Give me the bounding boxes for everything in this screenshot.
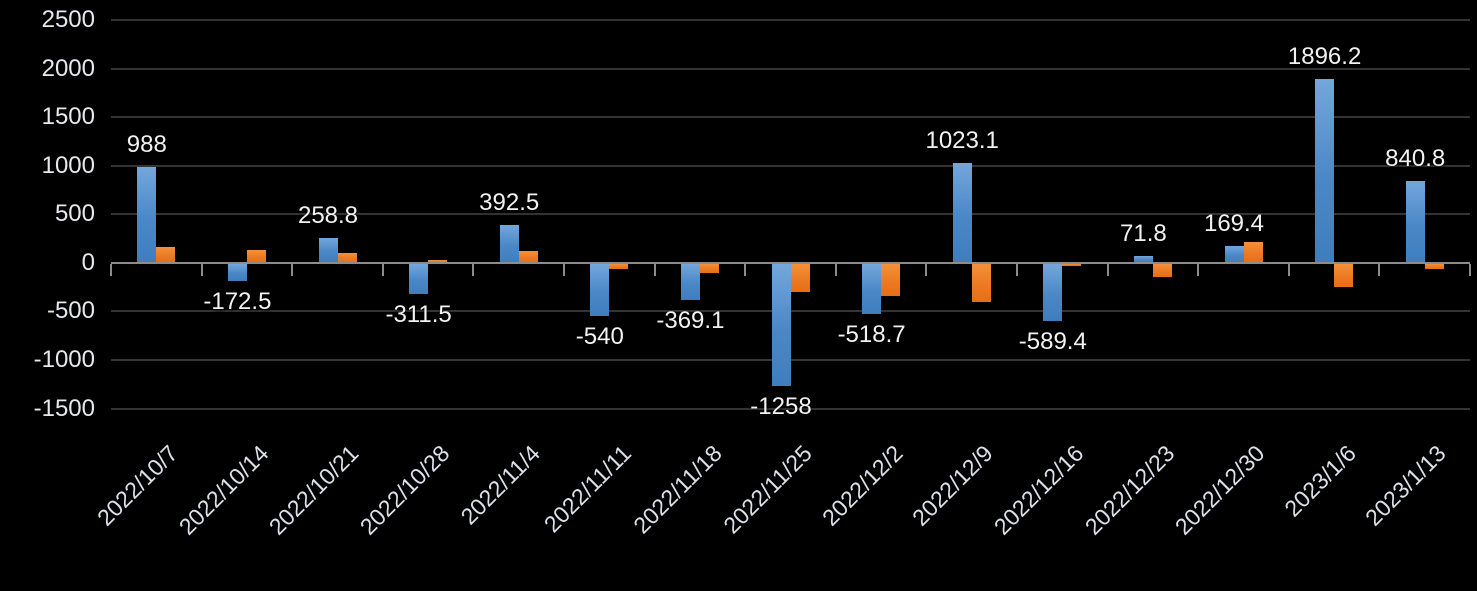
x-axis-label: 2022/11/25	[718, 440, 817, 539]
x-axis-label: 2022/12/23	[1079, 440, 1180, 540]
blue-series-bar	[227, 263, 247, 281]
data-label: -311.5	[385, 301, 452, 329]
x-axis-tick	[1016, 263, 1018, 276]
y-axis-label: -1500	[33, 394, 95, 422]
x-axis-tick	[200, 263, 203, 276]
y-axis-label: 2500	[41, 6, 95, 33]
x-axis-label: 2022/11/11	[538, 440, 636, 538]
gridline	[111, 310, 1470, 313]
x-axis-tick	[653, 263, 656, 276]
x-axis-tick	[1287, 263, 1290, 276]
gridline	[111, 19, 1470, 21]
orange-series-bar	[246, 250, 266, 263]
x-axis-tick	[291, 263, 294, 276]
gridline	[111, 407, 1470, 410]
y-axis-label: 500	[54, 200, 95, 228]
x-axis-label: 2022/10/21	[264, 440, 364, 540]
data-label: 258.8	[297, 201, 359, 229]
x-axis-label: 2023/1/13	[1360, 440, 1452, 531]
data-label: 169.4	[1203, 210, 1265, 238]
x-axis-label: 2022/11/18	[627, 440, 727, 539]
x-axis-tick	[834, 263, 837, 276]
blue-series-bar	[952, 163, 972, 263]
y-axis-label: 2000	[41, 54, 95, 82]
x-axis-label: 2022/10/14	[173, 440, 274, 540]
blue-series-bar	[1405, 181, 1425, 263]
x-axis-label: 2022/10/7	[91, 440, 183, 531]
x-axis-label: 2022/12/9	[907, 440, 999, 531]
x-axis-tick	[1469, 263, 1471, 276]
data-label: 1023.1	[925, 127, 999, 155]
y-axis-label: 1500	[41, 103, 95, 131]
data-label: 71.8	[1120, 219, 1167, 247]
x-axis-tick	[110, 263, 112, 276]
orange-series-bar	[790, 263, 810, 292]
x-axis-label: 2022/11/4	[455, 440, 546, 530]
data-label: 840.8	[1385, 145, 1446, 173]
data-label: 1896.2	[1287, 42, 1362, 70]
orange-series-bar	[156, 247, 176, 263]
data-label: 988	[126, 130, 167, 158]
y-axis-label: 0	[81, 248, 95, 276]
x-axis-label: 2022/12/2	[816, 440, 908, 531]
gridline	[111, 67, 1470, 70]
y-axis-label: 1000	[41, 151, 95, 179]
orange-series-bar	[1062, 263, 1082, 267]
blue-series-bar	[862, 263, 882, 315]
blue-series-bar	[1133, 255, 1153, 263]
y-axis-label: -1000	[33, 345, 95, 373]
orange-series-bar	[971, 263, 991, 302]
orange-series-bar	[699, 263, 719, 273]
gridline	[111, 164, 1470, 167]
gridline	[111, 358, 1470, 361]
x-axis-label: 2023/1/6	[1278, 440, 1361, 522]
blue-series-bar	[318, 237, 338, 263]
orange-series-bar	[1334, 263, 1354, 288]
blue-series-bar	[499, 224, 519, 263]
blue-series-bar	[680, 263, 700, 300]
x-axis-tick	[925, 263, 928, 276]
x-axis-tick	[744, 263, 747, 276]
blue-series-bar	[1315, 78, 1335, 263]
gridline	[111, 213, 1470, 216]
data-label: -518.7	[837, 321, 906, 349]
y-axis-label: -500	[46, 297, 95, 325]
blue-series-bar	[590, 263, 610, 317]
x-axis-tick	[563, 263, 565, 276]
x-axis-tick	[1197, 263, 1200, 276]
orange-series-bar	[881, 263, 901, 296]
x-axis-label: 2022/12/16	[988, 440, 1089, 540]
data-label: -369.1	[656, 306, 725, 334]
gridline	[111, 116, 1470, 119]
orange-series-bar	[337, 253, 357, 263]
x-axis-tick	[1378, 263, 1381, 276]
orange-series-bar	[1152, 263, 1172, 278]
orange-series-bar	[428, 259, 448, 263]
data-label: -172.5	[203, 287, 272, 315]
data-label: -540	[575, 323, 624, 351]
x-axis-line	[111, 261, 1470, 264]
blue-series-bar	[1043, 263, 1063, 322]
orange-series-bar	[609, 263, 629, 269]
data-label: -1258	[750, 392, 812, 420]
blue-series-bar	[409, 263, 429, 295]
data-label: 392.5	[479, 188, 540, 216]
blue-series-bar	[137, 166, 157, 263]
orange-series-bar	[1424, 263, 1444, 269]
x-axis-label: 2022/12/30	[1170, 440, 1270, 540]
x-axis-tick	[381, 263, 384, 276]
orange-series-bar	[1243, 242, 1263, 263]
orange-series-bar	[518, 251, 538, 263]
blue-series-bar	[1224, 246, 1244, 263]
x-axis-tick	[472, 263, 475, 276]
data-label: -589.4	[1018, 328, 1087, 356]
x-axis-tick	[1106, 263, 1109, 276]
x-axis-label: 2022/10/28	[354, 440, 455, 540]
blue-series-bar	[771, 263, 791, 386]
